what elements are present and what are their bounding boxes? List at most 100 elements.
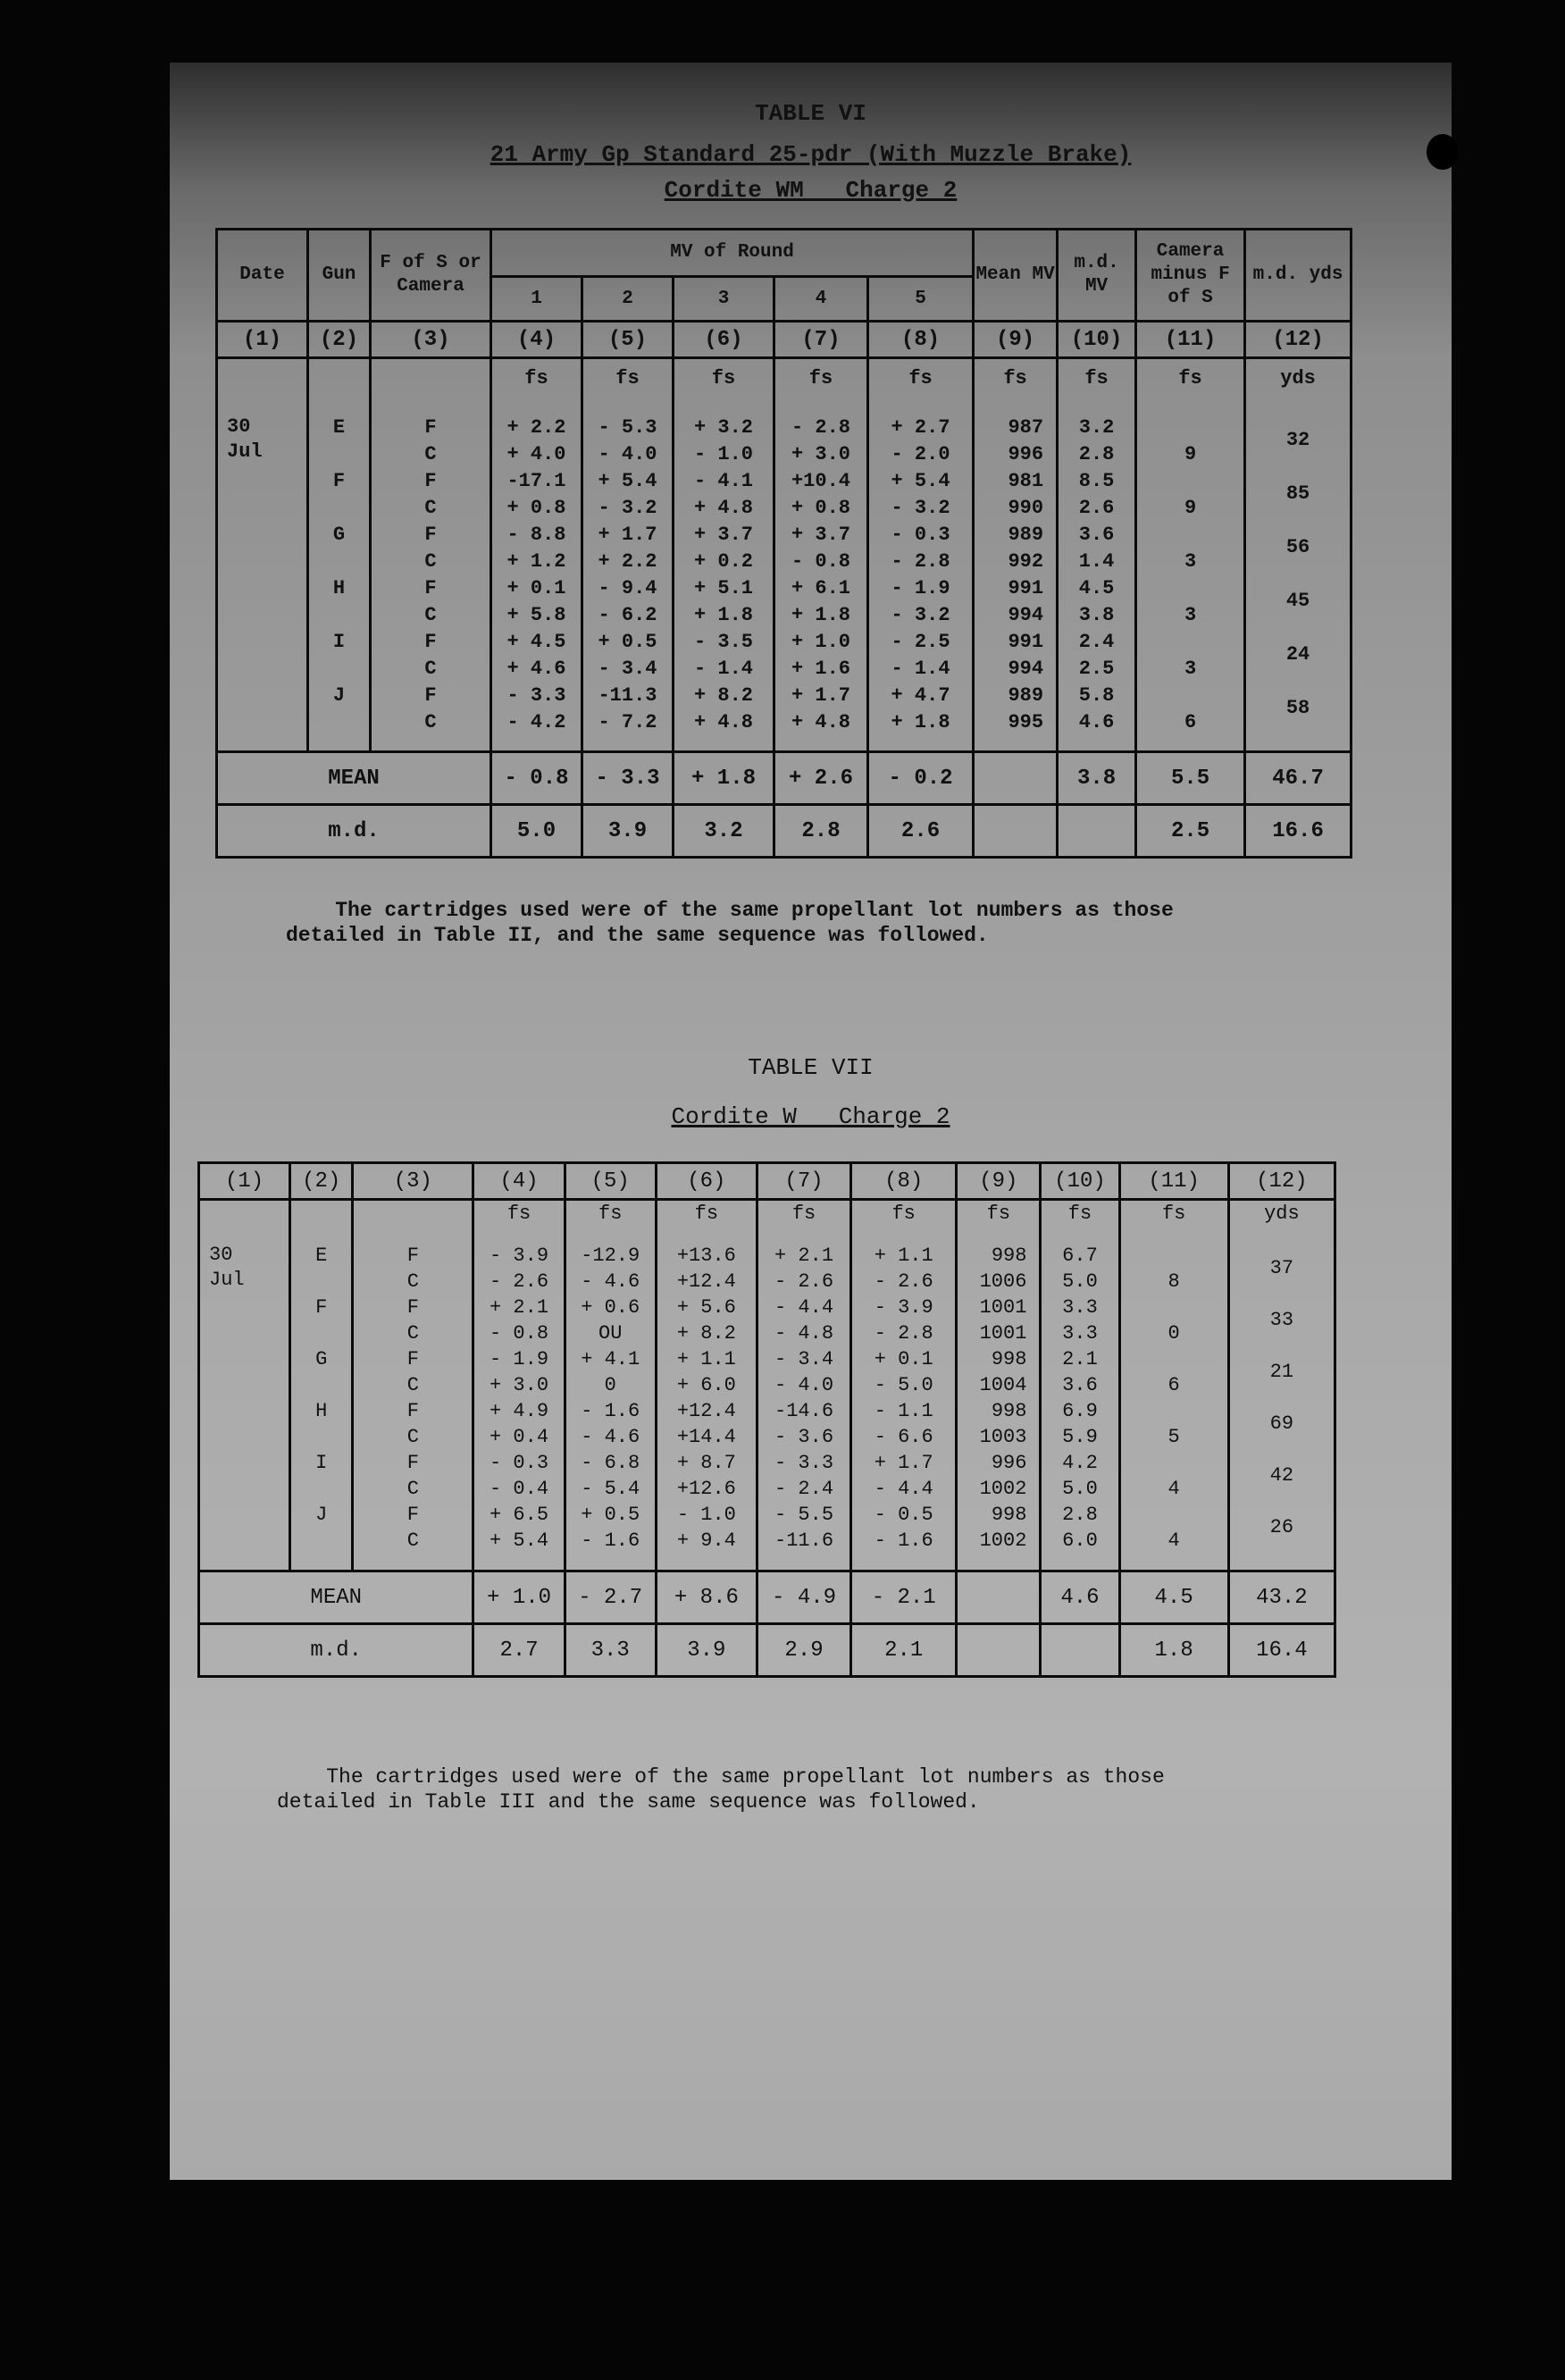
mean-mv-cell: 1001 (979, 1296, 1027, 1319)
mean-mv-cell: 1006 (979, 1270, 1027, 1293)
round-mv-cell: - 1.6 (581, 1529, 640, 1552)
column-number: (3) (393, 1169, 432, 1194)
round-mv-cell: - 1.6 (581, 1400, 640, 1422)
round-mv-cell: + 4.1 (581, 1348, 640, 1370)
mean-mv-cell: 987 (1008, 416, 1044, 439)
md-yds-cell: 32 (1285, 429, 1310, 451)
round-mv-cell: - 4.0 (598, 443, 657, 465)
column-6: fs +13.6 +12.4 + 5.6 + 8.2 + 1.1 + 6.0 +12.4 +14… (654, 1198, 758, 1572)
round-mv-cell: - 2.8 (874, 1322, 933, 1345)
round-value: - 2.7 (578, 1585, 643, 1610)
round-mv-cell: - 6.6 (874, 1426, 933, 1448)
md-yds-cell: 24 (1285, 643, 1310, 666)
column-number: (9) (979, 1169, 1018, 1194)
column-number: (4) (499, 1169, 539, 1194)
round-mv-cell: + 1.1 (874, 1244, 933, 1267)
column-7: fs + 2.1 - 2.6 - 4.4 - 4.8 - 3.4 - 4.0 -14.6 - 3… (755, 1198, 853, 1572)
header-round-3: 3 (717, 288, 730, 309)
table6-note: The cartridges used were of the same pro… (286, 899, 1174, 947)
round-mv-cell: - 1.0 (676, 1504, 736, 1526)
md-mv-cell: 5.0 (1062, 1270, 1098, 1293)
round-mv-cell: - 0.4 (490, 1478, 549, 1500)
table7-note: The cartridges used were of the same pro… (277, 1765, 1165, 1814)
md-yds-value: 16.6 (1272, 818, 1324, 843)
md-mv-value: 4.6 (1060, 1585, 1100, 1610)
column-9: fs 998 1006 1001 1001 998 1004 998 1003 996 1002 99… (955, 1198, 1042, 1572)
fofs-camera-cell: F (406, 1296, 419, 1319)
md-mv-cell: 6.7 (1062, 1244, 1098, 1267)
md-yds-cell: 37 (1269, 1257, 1294, 1279)
md-mv-cell: 3.6 (1062, 1374, 1098, 1396)
fofs-camera-cell: C (406, 1322, 419, 1345)
row-label: MEAN (310, 1585, 363, 1610)
camera-value: 2.5 (1170, 818, 1210, 843)
round-value: - 4.9 (772, 1585, 837, 1610)
gun-cell: G (332, 524, 346, 546)
round-mv-cell: 0 (604, 1374, 616, 1396)
mean-mv-cell: 989 (1008, 684, 1044, 707)
round-mv-cell: - 5.0 (874, 1374, 933, 1396)
md-yds-value: 46.7 (1272, 766, 1324, 791)
round-mv-cell: + 1.1 (676, 1348, 736, 1370)
md-mv-cell: 2.8 (1062, 1504, 1098, 1526)
mean-mv-cell: 981 (1008, 470, 1044, 492)
unit-label: fs (694, 1203, 719, 1225)
unit-label: fs (598, 1203, 623, 1225)
md-mv-cell: 4.2 (1062, 1452, 1098, 1474)
round-mv-cell: - 4.6 (581, 1426, 640, 1448)
md-mv-cell: 2.5 (1078, 658, 1115, 680)
md-yds-cell: 33 (1269, 1309, 1294, 1331)
round-value: 2.1 (884, 1638, 924, 1663)
fofs-camera-cell: F (406, 1348, 419, 1370)
column-number-row: (1) (2) (3) (4) (5) (6) (7) (8) (9) (10) (11) (12) (215, 320, 1353, 359)
header-fofs-camera: F of S or Camera (380, 253, 481, 297)
md-yds-cell: 58 (1285, 697, 1310, 719)
column-number: (8) (884, 1169, 924, 1194)
column-6: fs + 3.2 - 1.0 - 4.1 + 4.8 + 3.7 + 0.2 + 5.1 + 1… (672, 356, 775, 753)
unit-label: yds (1280, 367, 1316, 390)
round-mv-cell: + 1.8 (693, 604, 753, 626)
header-round-2: 2 (622, 288, 633, 309)
camera-minus-fofs-cell: 3 (1184, 658, 1197, 680)
round-mv-cell: + 0.1 (506, 577, 566, 599)
round-mv-cell: - 4.0 (774, 1374, 834, 1396)
mean-mv-cell: 994 (1008, 604, 1044, 626)
table6-subtitle: 21 Army Gp Standard 25-pdr (With Muzzle … (490, 141, 1132, 168)
column-number: (11) (1164, 327, 1217, 352)
column-number: (1) (242, 327, 282, 352)
fofs-camera-cell: C (424, 658, 437, 680)
md-yds-cell: 42 (1269, 1464, 1294, 1487)
round-value: + 2.6 (788, 766, 853, 791)
mean-mv-cell: 994 (1008, 658, 1044, 680)
unit-label: fs (791, 1203, 816, 1225)
camera-minus-fofs-cell: 4 (1167, 1478, 1180, 1500)
round-mv-cell: - 2.8 (791, 416, 850, 439)
mean-mv-cell: 998 (991, 1400, 1027, 1422)
round-mv-cell: - 1.6 (874, 1529, 933, 1552)
round-mv-cell: + 8.2 (676, 1322, 736, 1345)
round-mv-cell: + 8.7 (676, 1452, 736, 1474)
round-mv-cell: - 4.2 (506, 711, 566, 733)
camera-minus-fofs-cell: 0 (1167, 1322, 1180, 1345)
round-mv-cell: - 3.2 (891, 604, 950, 626)
md-mv-cell: 1.4 (1078, 550, 1115, 573)
round-mv-cell: - 6.2 (598, 604, 657, 626)
fofs-camera-cell: F (424, 577, 437, 599)
round-mv-cell: + 6.0 (676, 1374, 736, 1396)
round-mv-cell: + 0.5 (581, 1504, 640, 1526)
round-mv-cell: - 0.8 (791, 550, 850, 573)
md-mv-cell: 3.6 (1078, 524, 1115, 546)
round-mv-cell: -12.9 (581, 1244, 640, 1267)
column-number: (6) (704, 327, 743, 352)
md-yds-value: 16.4 (1256, 1638, 1308, 1663)
round-mv-cell: - 9.4 (598, 577, 657, 599)
round-mv-cell: + 3.7 (791, 524, 850, 546)
column-number: (7) (784, 1169, 824, 1194)
header-round-5: 5 (915, 288, 926, 309)
header-row: Date Gun F of S or Camera MV of Round Me… (215, 228, 1353, 323)
fofs-camera-cell: C (406, 1478, 419, 1500)
round-mv-cell: - 4.1 (693, 470, 753, 492)
md-yds-cell: 21 (1269, 1361, 1294, 1383)
